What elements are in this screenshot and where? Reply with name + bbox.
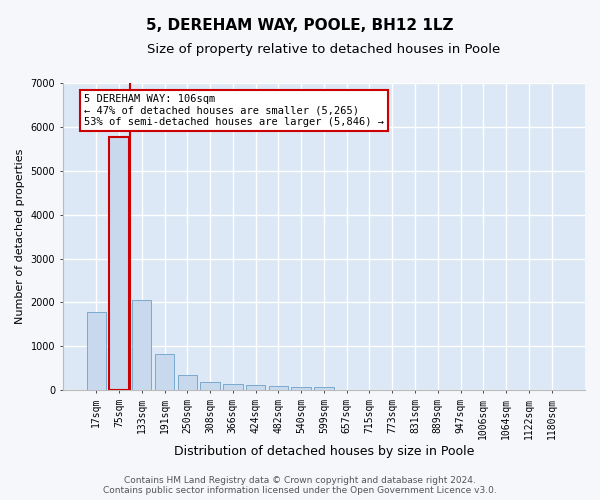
Text: 5, DEREHAM WAY, POOLE, BH12 1LZ: 5, DEREHAM WAY, POOLE, BH12 1LZ	[146, 18, 454, 32]
Bar	[132, 300, 151, 390]
Title: Size of property relative to detached houses in Poole: Size of property relative to detached ho…	[147, 42, 500, 56]
Y-axis label: Number of detached properties: Number of detached properties	[15, 149, 25, 324]
Text: 5 DEREHAM WAY: 106sqm
← 47% of detached houses are smaller (5,265)
53% of semi-d: 5 DEREHAM WAY: 106sqm ← 47% of detached …	[84, 94, 384, 127]
Bar	[223, 384, 242, 390]
X-axis label: Distribution of detached houses by size in Poole: Distribution of detached houses by size …	[174, 444, 474, 458]
Bar	[314, 388, 334, 390]
Bar	[178, 376, 197, 390]
Text: Contains HM Land Registry data © Crown copyright and database right 2024.
Contai: Contains HM Land Registry data © Crown c…	[103, 476, 497, 495]
Bar	[155, 354, 174, 390]
Bar	[269, 386, 288, 390]
Bar	[109, 136, 128, 390]
Bar	[246, 386, 265, 390]
Bar	[200, 382, 220, 390]
Bar	[292, 387, 311, 390]
Bar	[86, 312, 106, 390]
